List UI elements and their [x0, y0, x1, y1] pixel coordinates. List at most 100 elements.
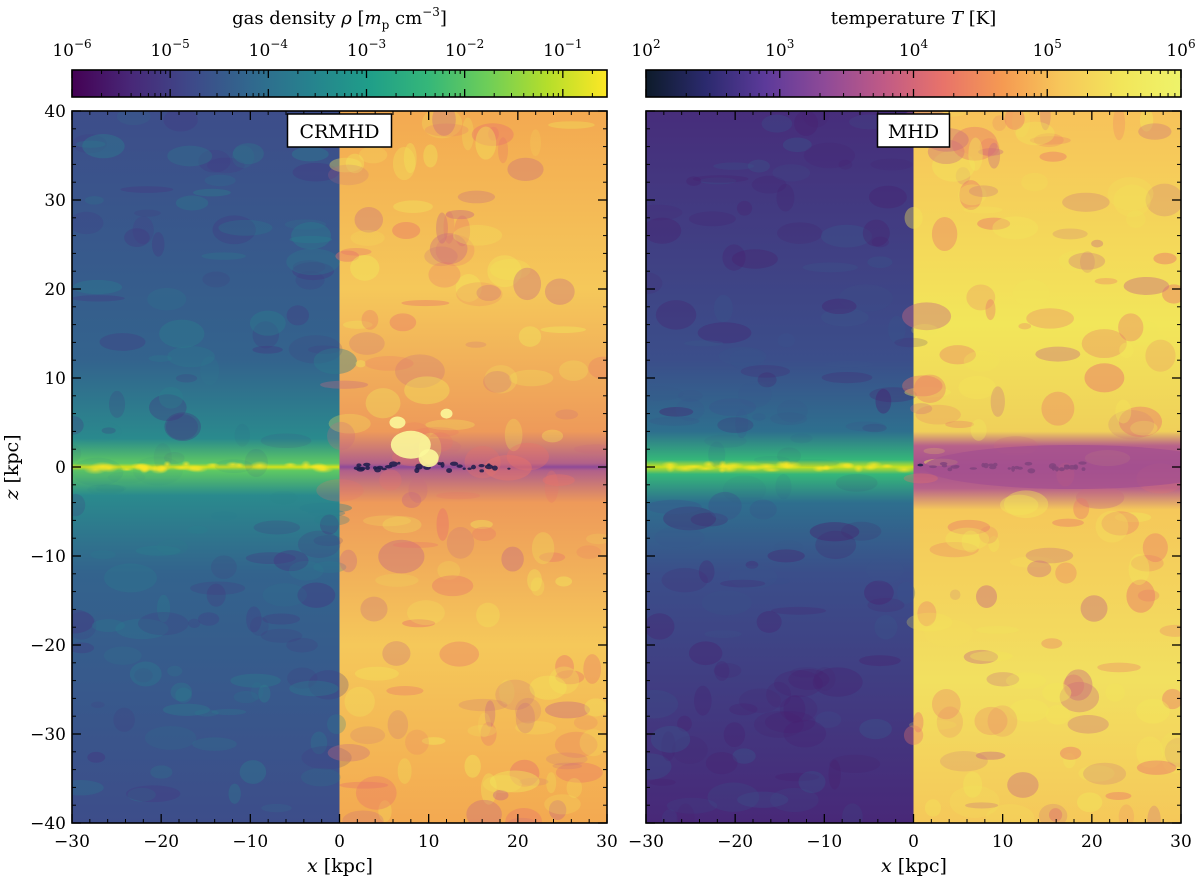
temperature-structure [506, 442, 549, 471]
temperature-structure [392, 222, 421, 239]
temperature-structure [586, 533, 607, 545]
temperature-structure [518, 326, 542, 347]
temperature-structure [504, 418, 523, 452]
density-structure [756, 611, 782, 633]
temperature-structure [910, 403, 933, 415]
density-structure [812, 667, 863, 697]
temperature-structure [1113, 184, 1151, 218]
density-structure [260, 433, 312, 449]
temperature-structure [924, 799, 942, 817]
density-structure [261, 803, 292, 813]
density-structure [228, 783, 241, 804]
density-structure [867, 597, 905, 613]
temperature-structure [361, 309, 379, 330]
temperature-structure [467, 724, 497, 737]
disk-clump [695, 466, 716, 471]
density-structure [313, 535, 344, 547]
temperature-structure [507, 157, 544, 182]
disk-clump [225, 461, 241, 468]
density-structure [72, 279, 123, 295]
density-structure [821, 372, 873, 384]
temperature-structure [1094, 277, 1118, 285]
temperature-structure [559, 360, 589, 381]
density-structure [138, 611, 189, 636]
temperature-structure [992, 115, 1007, 132]
density-structure [99, 333, 146, 351]
temperature-structure [1039, 151, 1067, 162]
temperature-structure [1052, 518, 1084, 527]
temperature-structure [963, 649, 999, 664]
density-structure [766, 681, 792, 708]
temperature-structure [397, 758, 412, 784]
temperature-structure [354, 666, 399, 681]
temperature-structure [541, 429, 564, 443]
density-structure [661, 731, 676, 762]
temperature-structure [378, 800, 392, 822]
temperature-structure [464, 446, 501, 479]
x-tick-label: 20 [1081, 832, 1103, 852]
density-structure [824, 360, 874, 368]
temperature-structure [555, 409, 579, 420]
density-structure [870, 158, 913, 171]
panel-image [72, 111, 607, 823]
density-structure [729, 703, 758, 716]
temperature-structure [424, 246, 458, 267]
cold-clump [415, 463, 423, 470]
density-structure [894, 337, 928, 348]
density-structure [107, 471, 146, 484]
temperature-structure [327, 421, 356, 451]
density-structure [707, 782, 760, 812]
temperature-structure [478, 712, 491, 738]
temperature-structure [456, 282, 503, 307]
density-structure [761, 114, 793, 133]
disk-clump [205, 462, 220, 468]
density-structure [646, 613, 675, 640]
y-tick-label: 20 [44, 280, 66, 300]
x-tick-label: 10 [418, 832, 440, 852]
density-structure [745, 560, 759, 569]
temperature-structure [392, 541, 439, 549]
disk-clump [781, 459, 792, 469]
temperature-structure [908, 719, 957, 731]
warm-patch [418, 449, 439, 468]
temperature-structure [949, 589, 961, 600]
temperature-structure [363, 515, 412, 527]
temperature-structure [445, 209, 475, 220]
density-structure [815, 711, 842, 728]
density-structure [888, 315, 906, 343]
density-structure [319, 514, 339, 535]
density-structure [187, 525, 208, 534]
density-structure [646, 499, 702, 515]
density-structure [871, 236, 889, 248]
density-structure [135, 545, 181, 556]
cold-clump [446, 468, 453, 474]
temperature-structure [339, 781, 389, 789]
density-structure [192, 737, 237, 751]
density-structure [288, 560, 324, 581]
temperature-structure [531, 532, 555, 565]
x-tick-label: 0 [334, 832, 345, 852]
density-structure [273, 550, 309, 572]
temperature-structure [906, 612, 953, 632]
panel-label: MHD [888, 121, 939, 143]
temperature-structure [545, 752, 588, 766]
temperature-structure [579, 729, 607, 757]
temperature-structure [432, 111, 456, 136]
temperature-structure [402, 619, 436, 628]
density-structure [159, 319, 205, 349]
temperature-structure [458, 698, 508, 712]
density-structure [704, 434, 747, 448]
warm-patch [390, 430, 431, 459]
temperature-structure [968, 137, 983, 171]
temperature-structure [977, 217, 1011, 230]
temperature-structure [1118, 332, 1167, 346]
density-structure [163, 451, 185, 464]
temperature-structure [902, 375, 943, 397]
temperature-structure [355, 776, 397, 810]
temperature-structure [487, 255, 522, 288]
panel-label: CRMHD [299, 121, 379, 143]
temperature-structure [945, 420, 975, 428]
density-structure [655, 300, 697, 330]
temperature-structure [466, 799, 502, 823]
cold-clump [917, 463, 924, 467]
